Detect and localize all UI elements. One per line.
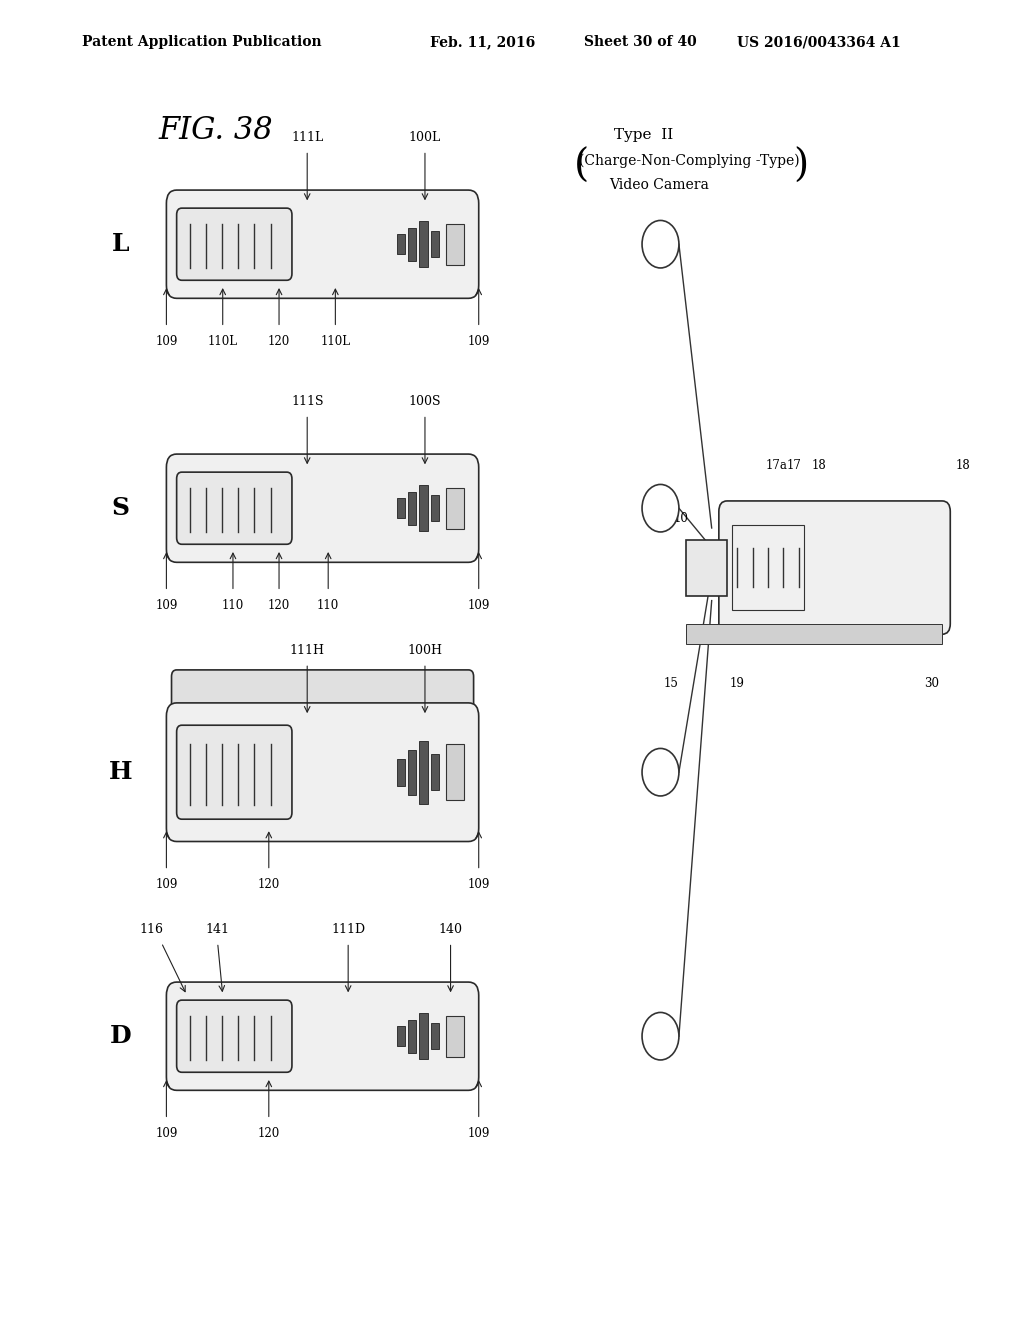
Text: L: L bbox=[112, 232, 129, 256]
FancyBboxPatch shape bbox=[719, 502, 950, 635]
FancyBboxPatch shape bbox=[177, 209, 292, 280]
Text: 10: 10 bbox=[674, 512, 688, 524]
Bar bbox=[446, 223, 465, 264]
Bar bbox=[446, 744, 465, 800]
Circle shape bbox=[642, 1012, 679, 1060]
Text: Type  II: Type II bbox=[614, 128, 674, 141]
Text: ): ) bbox=[794, 148, 809, 185]
Bar bbox=[397, 499, 406, 517]
Text: 140: 140 bbox=[438, 923, 463, 936]
Text: 111H: 111H bbox=[290, 644, 325, 657]
Bar bbox=[686, 540, 727, 595]
Text: 120: 120 bbox=[268, 599, 290, 612]
Text: 110: 110 bbox=[317, 599, 339, 612]
Circle shape bbox=[642, 220, 679, 268]
Text: 17: 17 bbox=[786, 459, 801, 471]
Text: 120: 120 bbox=[258, 1127, 280, 1140]
Text: 109: 109 bbox=[468, 599, 489, 612]
Text: 110L: 110L bbox=[208, 335, 238, 348]
Bar bbox=[420, 741, 428, 804]
Bar bbox=[430, 754, 438, 791]
Bar bbox=[430, 1023, 438, 1049]
Text: 109: 109 bbox=[156, 1127, 177, 1140]
Bar bbox=[732, 525, 804, 610]
Text: 109: 109 bbox=[156, 879, 177, 891]
Bar bbox=[420, 1014, 428, 1059]
FancyBboxPatch shape bbox=[177, 473, 292, 544]
Bar bbox=[686, 624, 942, 644]
Text: Sheet 30 of 40: Sheet 30 of 40 bbox=[584, 36, 696, 49]
Text: 110L: 110L bbox=[321, 335, 350, 348]
Bar bbox=[397, 1027, 406, 1045]
Text: 111L: 111L bbox=[291, 131, 324, 144]
Text: 18: 18 bbox=[812, 459, 826, 471]
Text: 111S: 111S bbox=[291, 395, 324, 408]
Text: 15: 15 bbox=[664, 677, 678, 689]
Text: Feb. 11, 2016: Feb. 11, 2016 bbox=[430, 36, 536, 49]
Text: 100L: 100L bbox=[409, 131, 441, 144]
Text: 111D: 111D bbox=[331, 923, 366, 936]
Bar bbox=[446, 1016, 465, 1056]
Text: 116: 116 bbox=[139, 923, 163, 936]
Text: 100H: 100H bbox=[408, 644, 442, 657]
Text: (: ( bbox=[573, 148, 589, 185]
Text: 109: 109 bbox=[156, 335, 177, 348]
FancyBboxPatch shape bbox=[172, 671, 473, 729]
Text: 120: 120 bbox=[258, 879, 280, 891]
Text: Patent Application Publication: Patent Application Publication bbox=[82, 36, 322, 49]
Bar bbox=[420, 486, 428, 531]
Text: 18: 18 bbox=[955, 459, 970, 471]
Text: Video Camera: Video Camera bbox=[609, 178, 710, 191]
Text: 109: 109 bbox=[156, 599, 177, 612]
Circle shape bbox=[642, 748, 679, 796]
FancyBboxPatch shape bbox=[177, 725, 292, 820]
Bar bbox=[408, 750, 416, 795]
FancyBboxPatch shape bbox=[166, 982, 479, 1090]
Bar bbox=[397, 759, 406, 785]
Text: H: H bbox=[109, 760, 132, 784]
FancyBboxPatch shape bbox=[177, 1001, 292, 1072]
Text: 19: 19 bbox=[730, 677, 744, 689]
FancyBboxPatch shape bbox=[166, 190, 479, 298]
Text: 109: 109 bbox=[468, 879, 489, 891]
Bar bbox=[408, 228, 416, 260]
Text: FIG. 38: FIG. 38 bbox=[159, 115, 273, 145]
Bar bbox=[408, 1020, 416, 1052]
Bar bbox=[446, 487, 465, 528]
Text: (Charge-Non-Complying -Type): (Charge-Non-Complying -Type) bbox=[579, 153, 799, 168]
Text: D: D bbox=[110, 1024, 131, 1048]
Bar bbox=[397, 235, 406, 253]
Bar bbox=[408, 492, 416, 524]
Bar bbox=[430, 231, 438, 257]
Text: S: S bbox=[112, 496, 129, 520]
Bar bbox=[430, 495, 438, 521]
Text: 30: 30 bbox=[925, 677, 939, 689]
Text: 120: 120 bbox=[268, 335, 290, 348]
Text: 109: 109 bbox=[468, 335, 489, 348]
Text: 100S: 100S bbox=[409, 395, 441, 408]
Text: 109: 109 bbox=[468, 1127, 489, 1140]
Text: 110: 110 bbox=[222, 599, 244, 612]
Text: US 2016/0043364 A1: US 2016/0043364 A1 bbox=[737, 36, 901, 49]
Text: 141: 141 bbox=[206, 923, 229, 936]
FancyBboxPatch shape bbox=[166, 702, 479, 842]
Circle shape bbox=[642, 484, 679, 532]
FancyBboxPatch shape bbox=[166, 454, 479, 562]
Bar bbox=[420, 222, 428, 267]
Text: 17a: 17a bbox=[765, 459, 787, 471]
